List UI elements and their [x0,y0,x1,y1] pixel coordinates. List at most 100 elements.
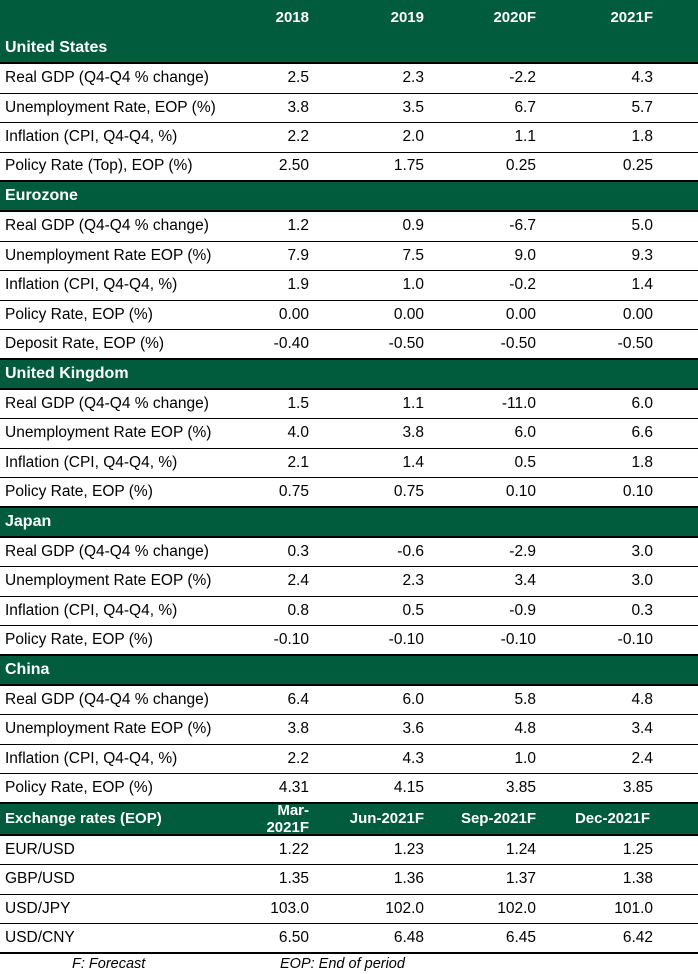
fx-value: 102.0 [385,899,424,917]
fx-pair-label: GBP/USD [5,870,75,888]
fx-value: 1.36 [393,870,424,888]
row-value: 6.0 [514,424,536,442]
fx-row: USD/CNY 6.50 6.48 6.45 6.42 [0,924,698,954]
row-label: Real GDP (Q4-Q4 % change) [5,690,209,708]
row-value: 1.0 [402,276,424,294]
table-row: Policy Rate, EOP (%) 0.00 0.00 0.00 0.00 [0,301,698,330]
fx-value: 1.37 [505,870,536,888]
section-title: United Kingdom [5,364,129,382]
row-value: 2.2 [287,128,309,146]
row-value: 0.00 [622,305,653,323]
table-row: Inflation (CPI, Q4-Q4, %) 2.1 1.4 0.5 1.8 [0,449,698,478]
row-label: Inflation (CPI, Q4-Q4, %) [5,601,178,619]
row-value: -0.10 [617,630,653,648]
row-value: 6.0 [631,394,653,412]
row-value: -0.10 [273,630,309,648]
row-value: 2.3 [402,572,424,590]
table-row: Real GDP (Q4-Q4 % change) 2.5 2.3 -2.2 4.3 [0,64,698,94]
row-value: 0.5 [514,453,536,471]
row-value: -0.2 [509,276,536,294]
row-value: 0.10 [505,482,536,500]
table-row: Policy Rate, EOP (%) -0.10 -0.10 -0.10 -0.10 [0,626,698,656]
row-value: 1.4 [631,276,653,294]
column-header: 2019 [390,8,424,26]
row-value: -0.50 [617,334,653,352]
row-value: 1.1 [514,128,536,146]
fx-column-header: Jun-2021F [349,810,424,827]
section-header: Eurozone [0,182,698,212]
fx-pair-label: USD/JPY [5,899,71,917]
row-value: 0.9 [402,217,424,235]
row-label: Inflation (CPI, Q4-Q4, %) [5,128,178,146]
row-value: 2.50 [278,157,309,175]
row-value: 2.2 [287,749,309,767]
fx-value: 6.42 [622,928,653,946]
row-value: 0.10 [622,482,653,500]
fx-value: 102.0 [497,899,536,917]
fx-value: 1.38 [622,870,653,888]
row-label: Real GDP (Q4-Q4 % change) [5,542,209,560]
table-row: Deposit Rate, EOP (%) -0.40 -0.50 -0.50 -0.5… [0,330,698,360]
fx-value: 103.0 [270,899,309,917]
row-value: 2.0 [402,128,424,146]
row-label: Unemployment Rate EOP (%) [5,572,212,590]
row-label: Policy Rate, EOP (%) [5,630,153,648]
row-value: -0.6 [397,542,424,560]
section-header: Japan [0,507,698,538]
row-value: 4.0 [287,424,309,442]
section-title: Eurozone [5,187,78,204]
fx-value: 101.0 [614,899,653,917]
section-header: China [0,655,698,686]
row-value: 6.6 [631,424,653,442]
row-value: 3.4 [514,572,536,590]
row-value: 7.5 [402,246,424,264]
row-value: 5.8 [514,690,536,708]
row-value: -6.7 [509,217,536,235]
column-header: 2018 [275,8,309,26]
row-value: 6.4 [287,690,309,708]
fx-rows: EUR/USD 1.22 1.23 1.24 1.25 GBP/USD 1.35 1.36 1.… [0,836,698,954]
table-row: Inflation (CPI, Q4-Q4, %) 0.8 0.5 -0.9 0.3 [0,597,698,626]
column-header: 2021F [610,8,653,26]
row-label: Policy Rate (Top), EOP (%) [5,157,193,175]
row-value: 3.0 [631,542,653,560]
row-value: 1.0 [514,749,536,767]
table-row: Real GDP (Q4-Q4 % change) 1.5 1.1 -11.0 6.0 [0,390,698,419]
row-value: 1.8 [631,453,653,471]
row-value: 0.75 [278,482,309,500]
row-value: 0.25 [622,157,653,175]
row-value: -11.0 [501,394,536,412]
row-label: Real GDP (Q4-Q4 % change) [5,217,209,235]
fx-row: GBP/USD 1.35 1.36 1.37 1.38 [0,865,698,895]
row-value: 1.5 [287,394,309,412]
row-label: Policy Rate, EOP (%) [5,482,153,500]
row-label: Unemployment Rate EOP (%) [5,424,212,442]
footnote-forecast: F: Forecast [72,955,146,972]
row-value: -0.50 [500,334,536,352]
table-row: Unemployment Rate EOP (%) 7.9 7.5 9.0 9.3 [0,242,698,271]
fx-header-row: Exchange rates (EOP) Mar-2021F Jun-2021F… [0,802,698,836]
fx-value: 6.50 [278,928,309,946]
row-label: Unemployment Rate EOP (%) [5,246,212,264]
row-value: 4.8 [514,720,536,738]
row-label: Unemployment Rate EOP (%) [5,720,212,738]
fx-column-header: Dec-2021F [574,810,650,827]
table-row: Unemployment Rate EOP (%) 2.4 2.3 3.4 3.0 [0,567,698,597]
row-label: Deposit Rate, EOP (%) [5,334,165,352]
row-value: 7.9 [287,246,309,264]
section-title: United States [5,39,108,56]
fx-value: 6.48 [393,928,424,946]
row-label: Policy Rate, EOP (%) [5,778,153,796]
row-value: 3.6 [402,720,424,738]
row-label: Unemployment Rate, EOP (%) [5,98,216,116]
row-value: 4.15 [393,778,424,796]
row-value: 3.8 [287,720,309,738]
row-value: 9.0 [514,246,536,264]
row-value: 0.00 [505,305,536,323]
row-value: -2.2 [509,69,536,87]
row-value: 4.3 [631,69,653,87]
row-value: 4.8 [631,690,653,708]
row-value: 5.0 [631,217,653,235]
table-row: Policy Rate (Top), EOP (%) 2.50 1.75 0.25 0.… [0,153,698,182]
